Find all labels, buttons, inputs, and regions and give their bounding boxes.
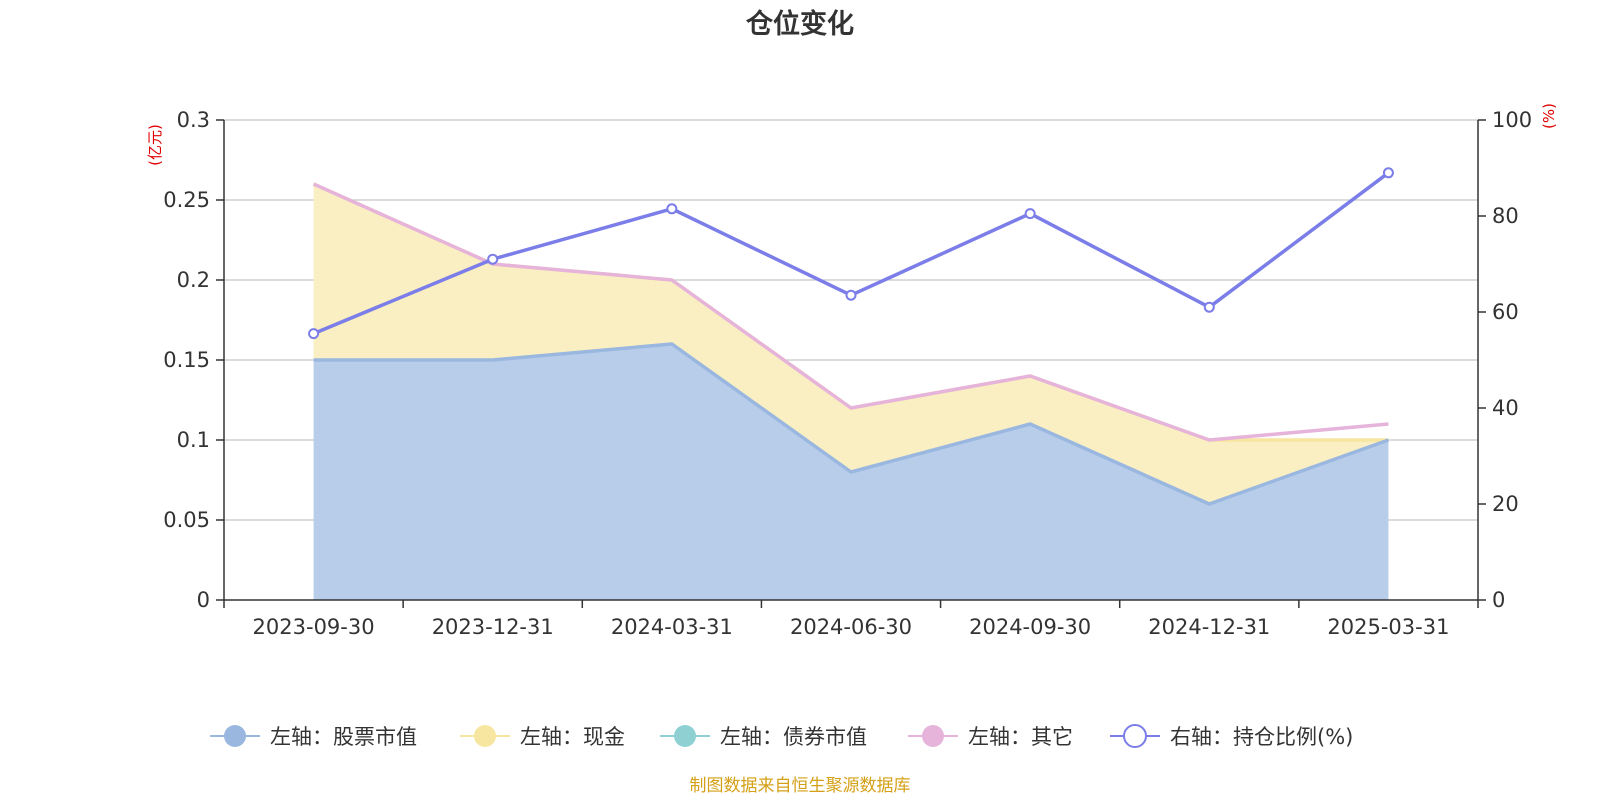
ratio-point bbox=[487, 253, 499, 265]
area-layer bbox=[313, 184, 1389, 600]
x-axis-tick-label: 2024-03-31 bbox=[611, 615, 733, 639]
left-axis-tick-label: 0.25 bbox=[163, 188, 210, 212]
cash-area bbox=[313, 184, 1389, 504]
right-axis-tick-label: 40 bbox=[1492, 396, 1519, 420]
right-axis-tick-label: 20 bbox=[1492, 492, 1519, 516]
axes-layer: 0 0.05 0.1 0.15 0.2 0.25 0.3 0 20 40 60 80 100 2023-0… bbox=[163, 108, 1532, 639]
ratio-point bbox=[845, 289, 857, 301]
legend: 左轴：股票市值 左轴：现金 左轴：债券市值 左轴：其它 右轴：持仓比例(%) bbox=[210, 724, 1353, 749]
x-axis-tick-label: 2024-09-30 bbox=[969, 615, 1091, 639]
bond-legend-marker bbox=[674, 725, 696, 747]
left-axis-tick-label: 0.05 bbox=[163, 508, 210, 532]
x-axis-tick-label: 2023-09-30 bbox=[253, 615, 375, 639]
ratio-point bbox=[308, 328, 320, 340]
ratio-legend-marker bbox=[1123, 724, 1147, 748]
other-legend-label: 左轴：其它 bbox=[968, 725, 1073, 749]
cash-legend-label: 左轴：现金 bbox=[520, 725, 625, 749]
ratio-legend-label: 右轴：持仓比例(%) bbox=[1170, 725, 1353, 749]
other-legend-marker bbox=[922, 725, 944, 747]
right-axis-tick-label: 0 bbox=[1492, 588, 1505, 612]
ratio-point bbox=[666, 203, 678, 215]
left-axis-tick-label: 0.15 bbox=[163, 348, 210, 372]
right-axis-tick-label: 60 bbox=[1492, 300, 1519, 324]
left-axis-tick-label: 0 bbox=[197, 588, 210, 612]
left-axis-tick-label: 0.3 bbox=[177, 108, 210, 132]
left-axis-tick-label: 0.2 bbox=[177, 268, 210, 292]
chart-title: 仓位变化 bbox=[745, 8, 854, 40]
bond-legend-label: 左轴：债券市值 bbox=[720, 725, 867, 749]
right-axis-tick-label: 100 bbox=[1492, 108, 1532, 132]
data-source-note: 制图数据来自恒生聚源数据库 bbox=[690, 776, 911, 796]
x-axis-tick-label: 2024-12-31 bbox=[1148, 615, 1270, 639]
right-axis-tick-label: 80 bbox=[1492, 204, 1519, 228]
ratio-point bbox=[1203, 301, 1215, 313]
stock-legend-label: 左轴：股票市值 bbox=[270, 725, 417, 749]
left-axis-unit: (亿元) bbox=[146, 124, 164, 166]
x-axis-tick-label: 2023-12-31 bbox=[432, 615, 554, 639]
stock-line bbox=[313, 342, 1390, 506]
right-axis-unit: (%) bbox=[1540, 103, 1558, 129]
ratio-point bbox=[1382, 167, 1394, 179]
cash-legend-marker bbox=[474, 725, 496, 747]
x-axis-tick-label: 2025-03-31 bbox=[1327, 615, 1449, 639]
left-axis-tick-label: 0.1 bbox=[177, 428, 210, 452]
ratio-point bbox=[1024, 208, 1036, 220]
line-layer bbox=[308, 167, 1394, 506]
x-axis-tick-label: 2024-06-30 bbox=[790, 615, 912, 639]
stock-legend-marker bbox=[224, 725, 246, 747]
